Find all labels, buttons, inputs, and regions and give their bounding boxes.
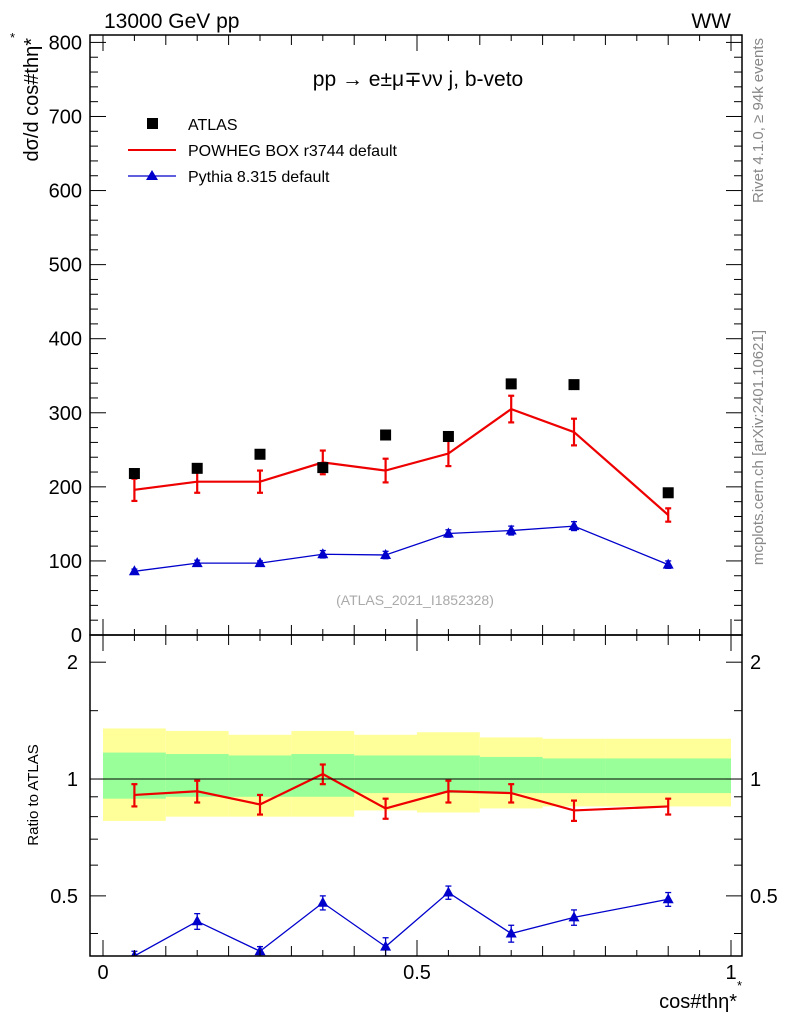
pythia-point: [191, 557, 203, 568]
process-label: WW: [691, 10, 731, 33]
ratio-axis-title: Ratio to ATLAS: [25, 744, 42, 845]
main-y-tick-label: 400: [49, 329, 82, 351]
legend-atlas-label: ATLAS: [188, 117, 238, 134]
x-tick-label: 0: [97, 962, 108, 984]
atlas-data-point: [442, 430, 454, 442]
atlas-data-point: [380, 429, 392, 441]
ratio-y-tick-label-right: 0.5: [750, 886, 778, 908]
pythia-point: [662, 558, 674, 569]
inner-band-segment: [542, 758, 606, 794]
legend-atlas-marker: [147, 118, 158, 129]
ratio-pythia-line: [134, 891, 669, 956]
legend-powheg-label: POWHEG BOX r3744 default: [188, 143, 398, 160]
atlas-data-point: [568, 379, 580, 391]
x-axis-title: cos#thη*: [659, 991, 737, 1013]
pythia-point: [380, 549, 392, 559]
ratio-y-tick-label: 0.5: [50, 886, 78, 908]
pythia-point: [568, 520, 580, 531]
main-y-tick-label: 200: [49, 477, 82, 499]
powheg-line: [134, 407, 669, 516]
atlas-data-point: [128, 468, 140, 480]
atlas-data-point: [662, 487, 674, 499]
pythia-line: [134, 525, 669, 572]
rivet-version-label: Rivet 4.1.0, ≥ 94k events: [750, 38, 767, 203]
pythia-point: [317, 548, 329, 559]
atlas-data-point: [505, 378, 517, 390]
ratio-y-tick-label-right: 1: [750, 769, 761, 791]
main-series-layer: [128, 378, 674, 576]
inner-band-segment: [354, 755, 417, 794]
main-y-tick-label: 100: [49, 551, 82, 573]
plot-title: pp → e±μ∓νν j, b-veto: [313, 68, 523, 91]
pythia-point: [128, 565, 140, 576]
ratio-y-tick-label: 1: [67, 769, 78, 791]
atlas-data-point: [191, 462, 203, 474]
main-y-tick-label: 0: [71, 625, 82, 647]
ratio-pythia-point: [568, 911, 580, 922]
inner-band-segment: [605, 758, 731, 794]
pythia-point: [254, 557, 266, 568]
y-axis-title: dσ/d cos#thη*: [21, 38, 43, 162]
ratio-pythia-point: [191, 915, 203, 926]
main-y-tick-label: 500: [49, 255, 82, 277]
legend-pythia-marker: [146, 170, 158, 180]
x-tick-label: 1: [725, 962, 736, 984]
ratio-series-layer: [131, 763, 674, 956]
mcplots-source-label: mcplots.cern.ch [arXiv:2401.10621]: [750, 330, 767, 565]
x-tick-label: 0.5: [403, 962, 431, 984]
ratio-pythia-point: [662, 893, 674, 904]
atlas-data-point: [254, 448, 266, 460]
pythia-point: [442, 527, 454, 538]
main-y-tick-label: 700: [49, 106, 82, 128]
ratio-pythia-point: [442, 886, 454, 897]
energy-label: 13000 GeV pp: [104, 10, 239, 33]
pythia-point: [505, 524, 517, 535]
main-y-tick-label: 800: [49, 32, 82, 54]
atlas-data-point: [317, 462, 329, 474]
x-axis-title-star: *: [737, 978, 742, 993]
ratio-y-tick-label-right: 2: [750, 652, 761, 674]
legend-pythia-label: Pythia 8.315 default: [188, 169, 330, 186]
ratio-pythia-point: [380, 940, 392, 951]
ratio-pythia-point: [317, 896, 329, 907]
ratio-plot-frame: [89, 634, 743, 957]
ratio-pythia-point: [505, 927, 517, 938]
analysis-watermark: (ATLAS_2021_I1852328): [336, 592, 494, 608]
axis-ticks: 0 100 200 300 400 500 600 700 800 0 0.5 1 0.5 0.5 1 1 2 2: [49, 32, 778, 984]
ratio-y-tick-label: 2: [67, 652, 78, 674]
inner-band-segment: [228, 755, 292, 797]
main-y-tick-label: 600: [49, 181, 82, 203]
main-y-tick-label: 300: [49, 403, 82, 425]
legend: ATLAS POWHEG BOX r3744 default Pythia 8.…: [128, 117, 398, 186]
y-axis-title-star: *: [10, 30, 15, 45]
